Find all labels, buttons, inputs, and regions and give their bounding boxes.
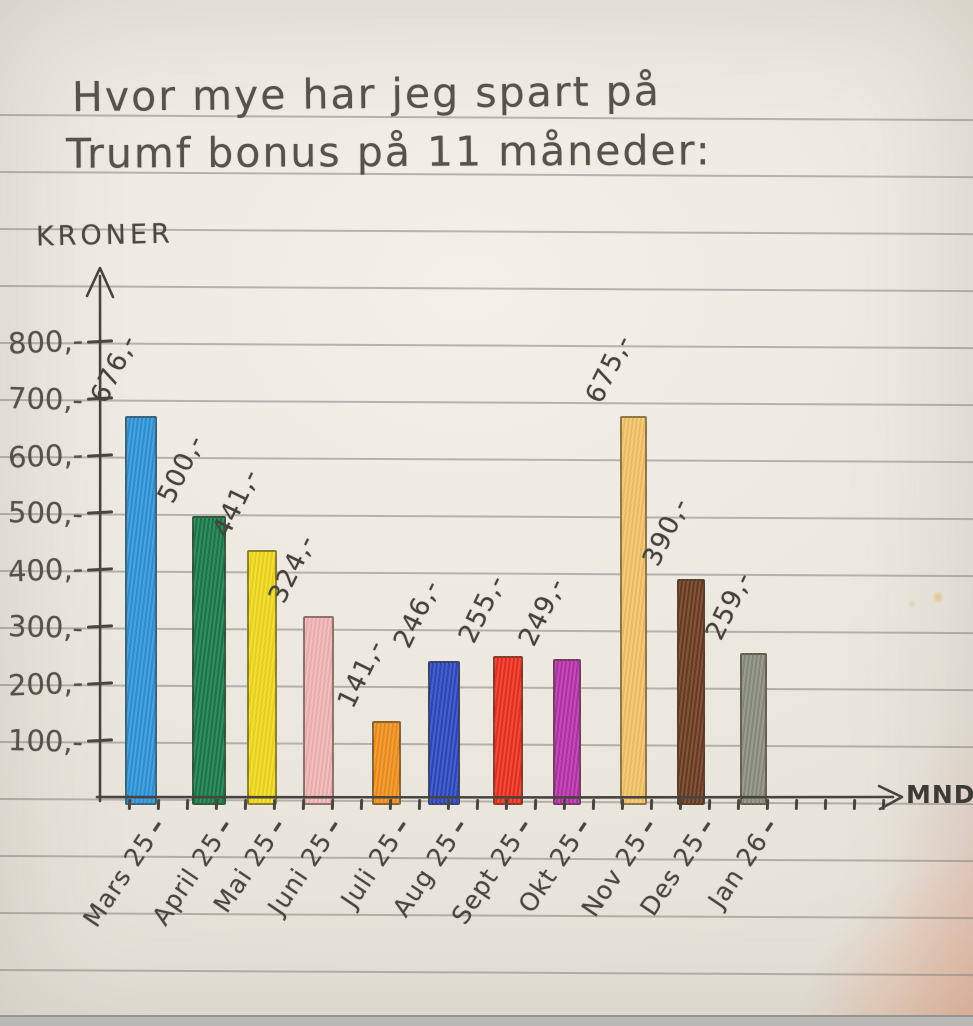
y-axis-arrow-icon bbox=[85, 266, 115, 299]
bar-mars-25 bbox=[125, 416, 157, 805]
x-axis-tick bbox=[852, 798, 857, 811]
x-axis-tick bbox=[504, 798, 509, 811]
x-axis-tick bbox=[649, 798, 654, 811]
y-tick-label: 100,- bbox=[7, 723, 84, 759]
bar-nov-25 bbox=[620, 416, 647, 805]
paper-bottom-edge bbox=[0, 1015, 973, 1026]
y-tick-label: 500,- bbox=[7, 495, 84, 531]
y-tick-label: 800,- bbox=[7, 323, 84, 361]
x-axis-tick bbox=[533, 798, 538, 811]
x-axis-tick bbox=[446, 798, 451, 811]
y-tick-label: 600,- bbox=[7, 437, 84, 475]
x-axis-tick bbox=[417, 798, 422, 811]
x-axis-tick bbox=[736, 798, 741, 811]
y-tick-label: 400,- bbox=[7, 551, 84, 589]
x-axis-tick bbox=[388, 798, 393, 811]
bar-sept-25 bbox=[493, 656, 523, 805]
bar-okt-25 bbox=[553, 659, 581, 805]
x-axis-tick bbox=[881, 798, 886, 811]
x-axis-tick bbox=[127, 798, 132, 811]
x-axis-tick bbox=[243, 798, 248, 811]
x-axis-tick bbox=[765, 798, 770, 811]
x-axis-tick bbox=[156, 798, 161, 811]
bar-des-25 bbox=[677, 579, 705, 805]
y-tick-label: 700,- bbox=[7, 381, 84, 417]
bar-mai-25 bbox=[247, 550, 277, 805]
x-axis-line bbox=[95, 795, 895, 799]
x-axis-tick bbox=[359, 798, 364, 811]
x-axis-tick bbox=[562, 798, 567, 811]
y-tick-label: 200,- bbox=[7, 665, 84, 703]
x-axis-tick bbox=[330, 798, 335, 811]
x-axis-arrow-icon bbox=[877, 784, 904, 811]
x-axis-tick bbox=[214, 798, 219, 811]
bar-juli-25 bbox=[372, 721, 401, 805]
bar-jan-26 bbox=[740, 653, 767, 805]
x-axis-tick bbox=[591, 798, 596, 811]
x-axis-tick bbox=[475, 798, 480, 811]
x-axis-tick bbox=[707, 798, 712, 811]
x-axis-tick bbox=[823, 798, 828, 811]
x-axis-label: MND. bbox=[906, 780, 973, 809]
x-axis-tick bbox=[620, 798, 625, 811]
bar-aug-25 bbox=[428, 661, 460, 805]
y-axis-line bbox=[98, 274, 102, 803]
y-tick-label: 300,- bbox=[7, 609, 84, 645]
x-axis-tick bbox=[794, 798, 799, 811]
x-axis-tick bbox=[185, 798, 190, 811]
x-axis-tick bbox=[301, 798, 306, 811]
x-axis-tick bbox=[678, 798, 683, 811]
bar-juni-25 bbox=[303, 616, 334, 805]
bar-april-25 bbox=[192, 516, 226, 805]
x-axis-tick bbox=[272, 798, 277, 811]
